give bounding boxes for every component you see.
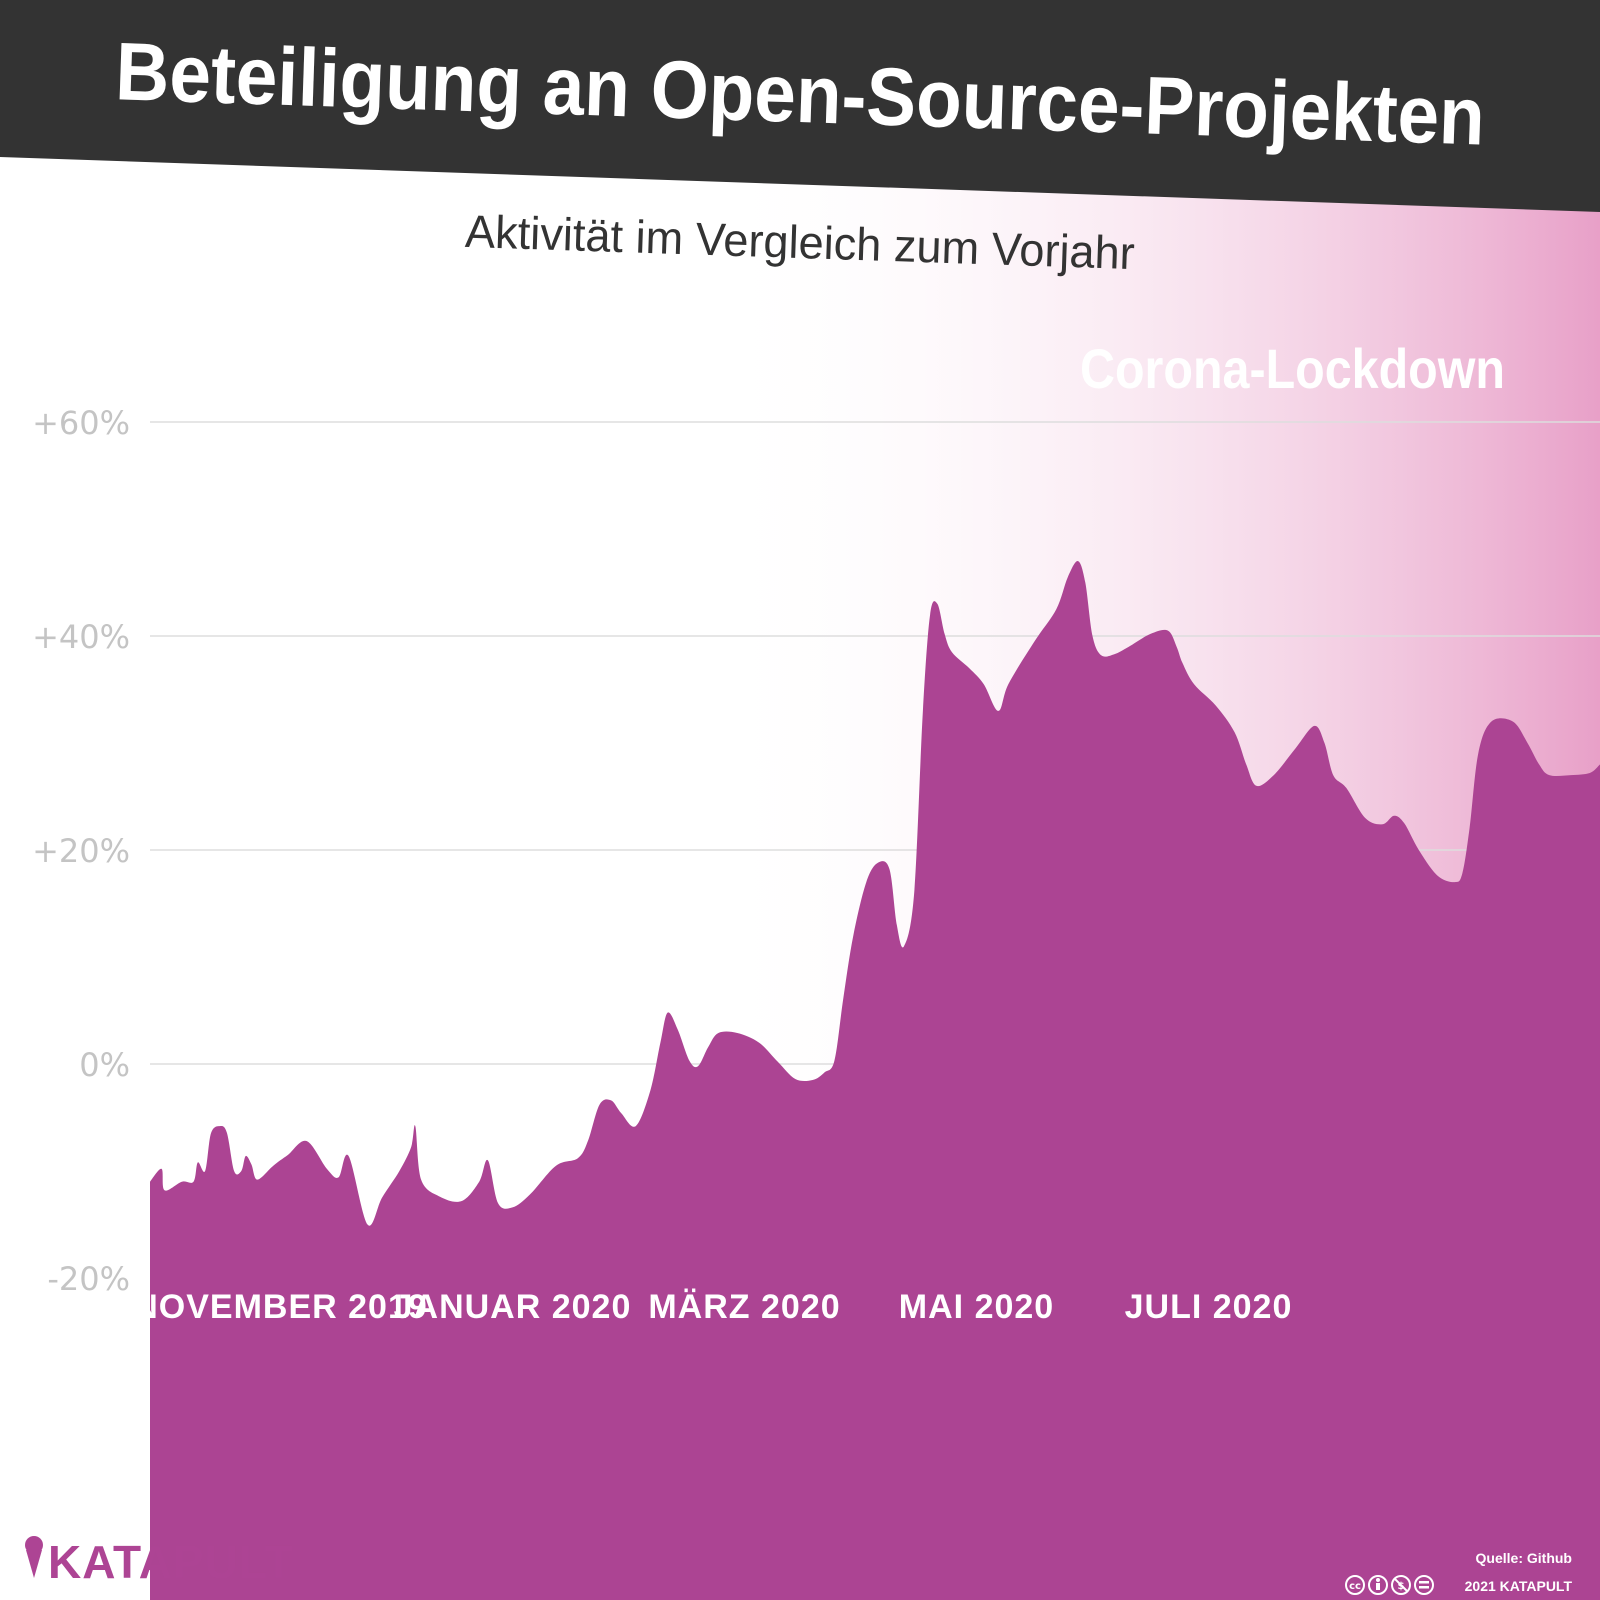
y-tick-label: -20% <box>47 1260 130 1298</box>
y-axis-ticks: +60% +40% +20% 0% -20% <box>32 404 130 1298</box>
nd-icon <box>1414 1575 1434 1595</box>
svg-text:$: $ <box>1398 1581 1405 1592</box>
x-tick-label: MAI 2020 <box>899 1288 1054 1326</box>
title-band <box>0 0 1600 212</box>
x-tick-label: JULI 2020 <box>1125 1288 1293 1326</box>
by-icon <box>1368 1575 1388 1595</box>
brand-name: KATAPULT <box>48 1536 294 1588</box>
lockdown-label: Corona-Lockdown <box>1080 337 1505 400</box>
y-tick-label: +40% <box>32 618 130 656</box>
copyright-label: 2021 KATAPULT <box>1465 1578 1573 1594</box>
y-tick-label: +20% <box>32 832 130 870</box>
nc-icon: $ <box>1391 1575 1411 1595</box>
series-area <box>150 561 1600 1600</box>
ice-cream-icon <box>25 1536 43 1578</box>
x-tick-label: JANUAR 2020 <box>394 1288 632 1326</box>
svg-text:cc: cc <box>1349 1581 1361 1592</box>
cc-icon: cc <box>1345 1575 1365 1595</box>
x-tick-label: NOVEMBER 2019 <box>133 1288 428 1326</box>
katapult-logo: KATAPULT <box>25 1536 294 1588</box>
x-tick-label: MÄRZ 2020 <box>648 1288 840 1326</box>
y-tick-label: 0% <box>79 1046 130 1084</box>
license-icons: cc $ <box>1345 1575 1434 1595</box>
y-tick-label: +60% <box>32 404 130 442</box>
source-label: Quelle: Github <box>1476 1550 1572 1566</box>
